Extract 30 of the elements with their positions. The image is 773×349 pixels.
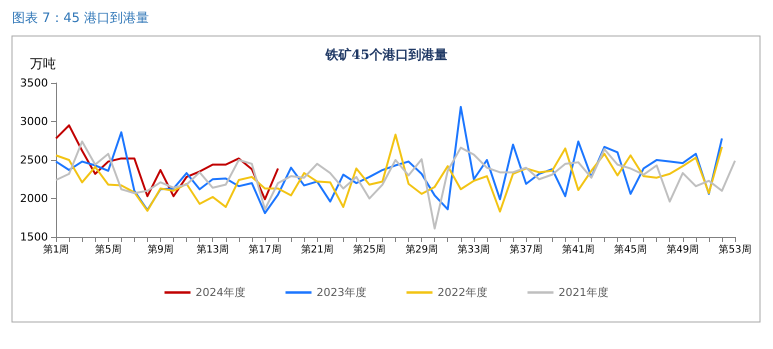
y-tick-label: 2000 xyxy=(20,192,48,205)
y-tick-label: 2500 xyxy=(20,154,48,166)
x-tick-label: 第9周 xyxy=(147,244,174,256)
y-tick-label: 3500 xyxy=(20,76,48,90)
x-tick-label: 第37周 xyxy=(510,244,542,256)
text: 图表 7：45 港口到港量 xyxy=(12,11,150,26)
x-tick-label: 第33周 xyxy=(457,244,490,256)
legend-label: 2024年度 xyxy=(196,286,246,299)
x-tick-label: 第5周 xyxy=(95,244,122,256)
y-tick-label: 1500 xyxy=(20,230,48,244)
y-tick-label: 3000 xyxy=(20,115,48,128)
x-tick-label: 第29周 xyxy=(405,244,438,256)
chart-title: 铁矿45个港口到港量 xyxy=(324,47,448,63)
line-series xyxy=(55,134,723,213)
legend-label: 2023年度 xyxy=(316,286,367,299)
legend-label: 2022年度 xyxy=(438,286,488,299)
line-series xyxy=(55,106,723,214)
x-tick-label: 第21周 xyxy=(300,244,334,256)
x-tick-label: 第53周 xyxy=(718,244,752,256)
x-tick-label: 第13周 xyxy=(196,244,230,256)
legend-label: 2021年度 xyxy=(558,286,608,299)
x-tick-label: 第25周 xyxy=(353,244,386,256)
x-tick-label: 第17周 xyxy=(248,244,282,256)
x-tick-label: 第1周 xyxy=(42,244,70,256)
x-tick-label: 第49周 xyxy=(666,244,700,256)
line-series xyxy=(55,124,279,200)
y-axis-title: 万吨 xyxy=(30,57,56,72)
line-series xyxy=(55,140,736,230)
x-tick-label: 第45周 xyxy=(614,244,647,256)
x-tick-label: 第41周 xyxy=(562,244,595,256)
